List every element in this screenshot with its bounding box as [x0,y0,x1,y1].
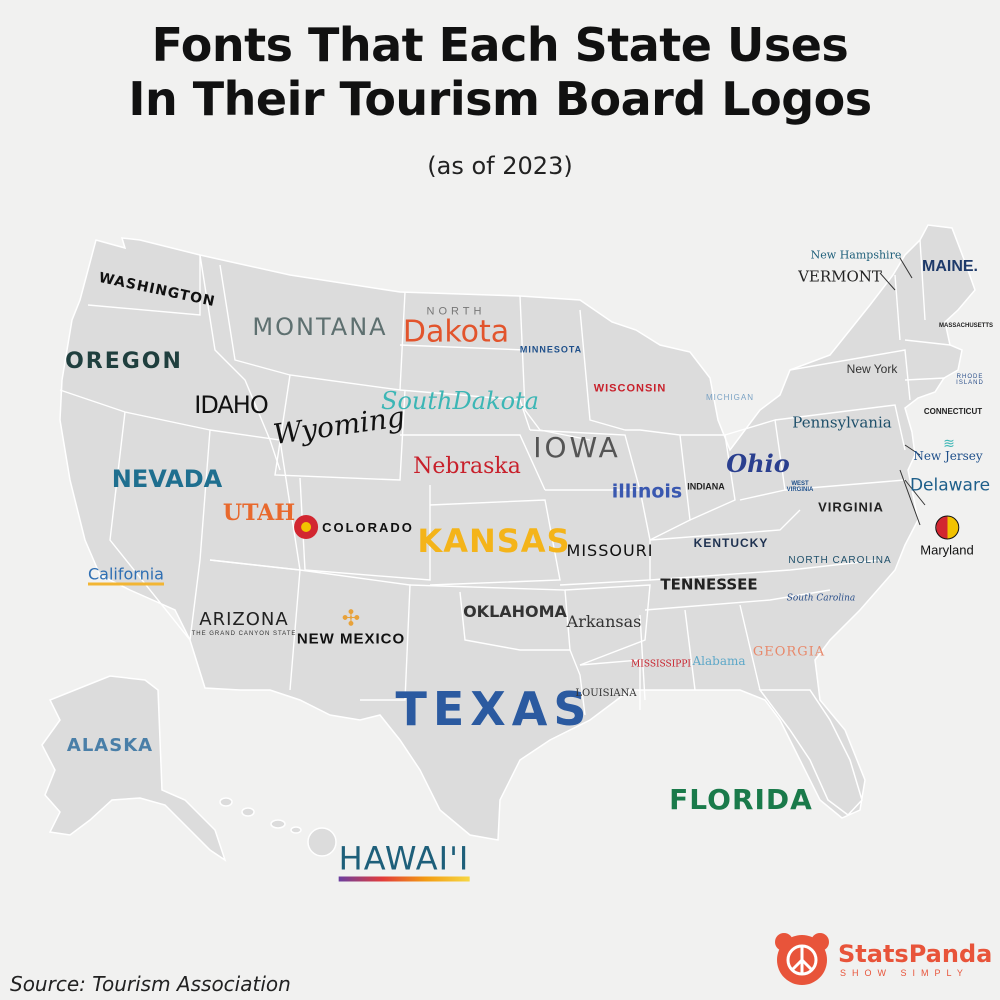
label-nevada: NEVADA [111,465,223,493]
map-subtitle: (as of 2023) [427,152,573,180]
panda-icon [775,933,829,985]
label-iowa: IOWA [533,431,621,464]
new-jersey-name: New Jersey [913,449,983,463]
label-louisiana: LOUISIANA [575,688,637,699]
colorado-name: COLORADO [322,519,414,535]
zia-sun-icon: ✣ [341,605,361,631]
label-maine: MAINE. [922,258,978,275]
label-vermont: VERMONT [798,267,882,286]
label-nebraska: Nebraska [413,454,521,479]
map-title: Fonts That Each State Uses In Their Tour… [128,18,872,126]
north-dakota-name: Dakota [402,314,510,350]
hawaii-name: HAWAI'I [338,839,470,878]
arizona-tag: THE GRAND CANYON STATE [191,631,297,637]
label-tennessee: TENNESSEE [660,575,758,594]
label-oregon: OREGON [65,349,183,374]
label-maryland: Maryland [920,515,974,558]
label-rhode-island: RHODE ISLAND [956,374,984,386]
label-california: California [88,564,164,586]
source-note: Source: Tourism Association [10,972,291,996]
label-new-jersey: ≋ New Jersey [913,436,982,462]
label-georgia: GEORGIA [752,644,826,660]
label-colorado: COLORADO [294,515,414,539]
label-minnesota: MINNESOTA [519,344,583,355]
hawaii-islands [219,797,337,857]
label-utah: UTAH [222,500,296,526]
label-texas: TEXAS [395,682,593,736]
label-missouri: MISSOURI [566,541,654,560]
maryland-name: Maryland [920,542,974,558]
florida-peninsula [758,689,863,817]
label-hawaii: HAWAI'I [338,839,470,882]
label-arizona: ARIZONA THE GRAND CANYON STATE [191,609,297,638]
label-new-york: New York [846,362,898,376]
brand-tagline: SHOW SIMPLY [840,968,969,978]
label-ohio: Ohio [726,449,790,478]
label-massachusetts: MASSACHUSETTS [938,323,994,329]
label-kentucky: KENTUCKY [693,536,769,550]
label-arkansas: Arkansas [566,612,642,631]
label-idaho: IDAHO [194,391,268,419]
label-south-dakota: SouthDakota [381,387,539,415]
label-montana: MONTANA [252,313,388,341]
label-indiana: INDIANA [687,481,725,492]
hawaii-rainbow-underline [338,876,470,882]
label-alabama: Alabama [692,654,746,668]
label-north-carolina: NORTH CAROLINA [788,555,892,566]
statspanda-logo: StatsPanda SHOW SIMPLY [772,928,992,988]
label-new-hampshire: New Hampshire [810,248,902,262]
label-wisconsin: WISCONSIN [593,382,667,395]
brand-name: StatsPanda [838,940,993,968]
leader-lines [879,257,926,526]
label-alaska: ALASKA [66,735,154,756]
label-new-mexico: ✣ NEW MEXICO [296,605,406,648]
label-virginia: VIRGINIA [818,499,884,515]
label-west-virginia: WEST VIRGINIA [786,481,814,493]
label-south-carolina: South Carolina [786,593,856,604]
arizona-name: ARIZONA [199,609,289,630]
label-connecticut: CONNECTICUT [923,407,983,416]
new-mexico-name: NEW MEXICO [296,630,406,648]
label-pennsylvania: Pennsylvania [792,413,892,432]
label-kansas: KANSAS [417,522,571,560]
label-michigan: MICHIGAN [706,393,754,402]
label-florida: FLORIDA [669,783,813,816]
north-dakota-north: NORTH [426,305,486,318]
colorado-c-icon [294,515,319,539]
maryland-flag-icon [935,515,959,540]
label-oklahoma: OKLAHOMA [463,602,567,621]
alaska-landmass [41,675,227,862]
new-jersey-waves-icon: ≋ [943,435,955,451]
label-north-dakota: NORTH Dakota [402,305,510,350]
label-delaware: Delaware [909,475,991,496]
label-mississippi: MISSISSIPPI [631,659,691,670]
label-illinois: illinois [611,480,683,503]
